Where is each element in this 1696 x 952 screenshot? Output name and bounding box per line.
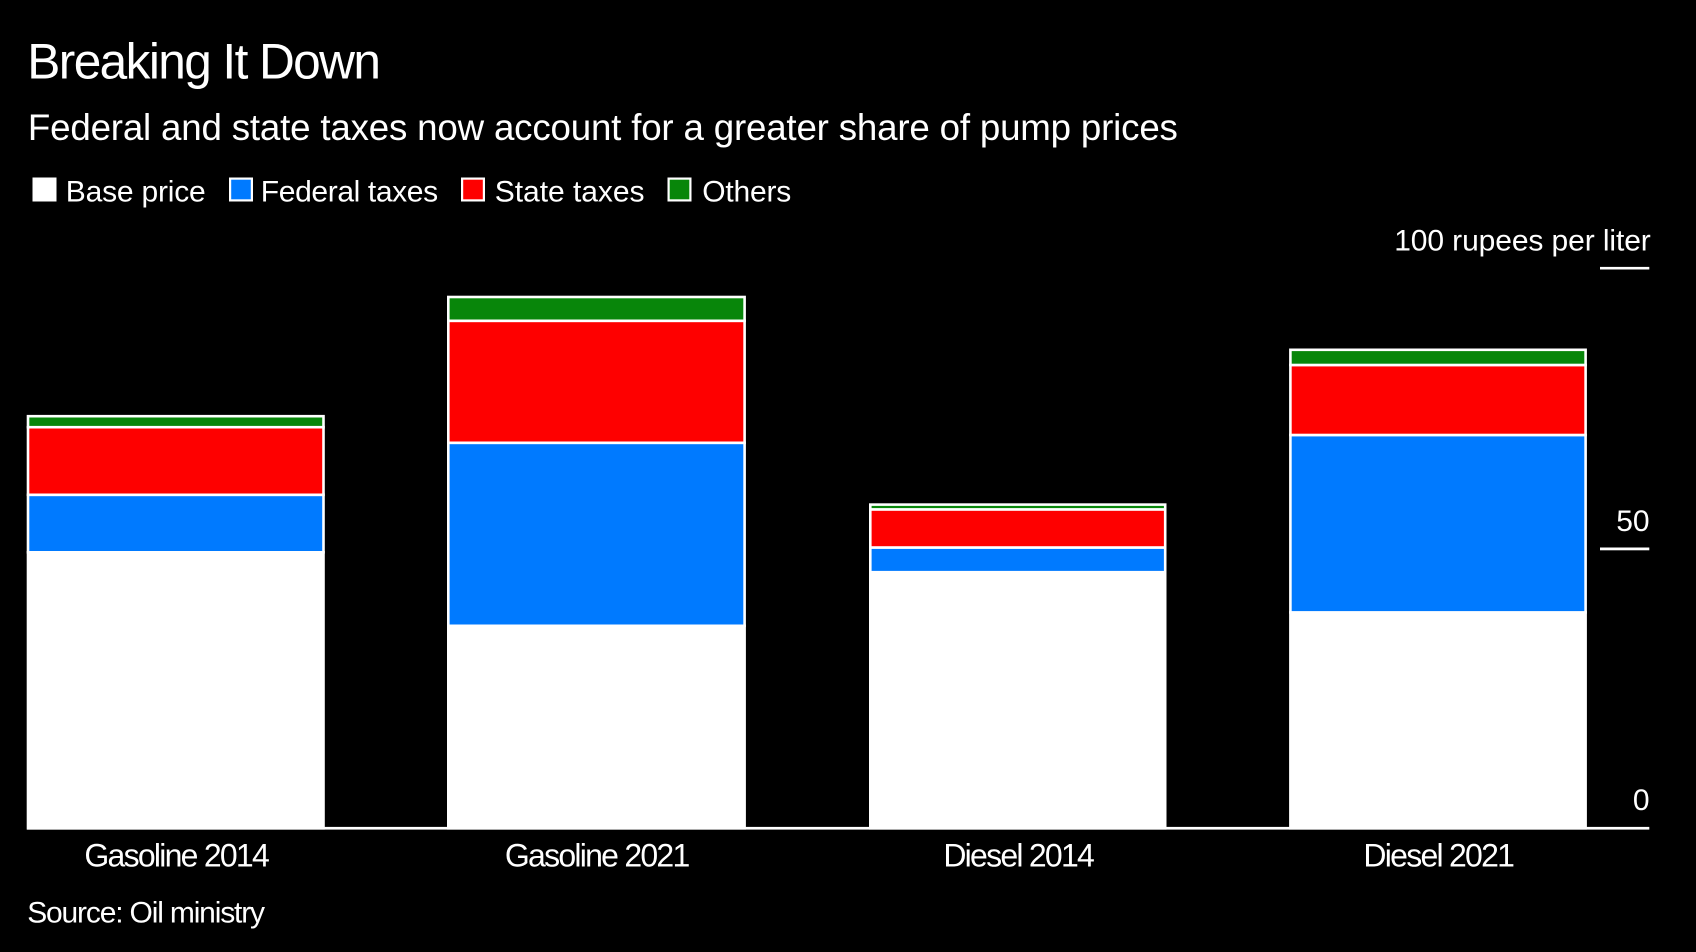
svg-text:100 rupees per liter: 100 rupees per liter xyxy=(1394,224,1651,257)
svg-text:Source: Oil ministry: Source: Oil ministry xyxy=(27,897,265,930)
svg-text:State taxes: State taxes xyxy=(495,176,645,209)
svg-text:0: 0 xyxy=(1633,784,1650,817)
svg-text:50: 50 xyxy=(1616,505,1649,538)
svg-text:Diesel 2014: Diesel 2014 xyxy=(943,838,1094,874)
svg-text:Gasoline 2021: Gasoline 2021 xyxy=(505,838,690,874)
svg-text:Federal taxes: Federal taxes xyxy=(261,176,438,209)
svg-text:Federal and state taxes now ac: Federal and state taxes now account for … xyxy=(28,107,1178,148)
svg-text:Gasoline 2014: Gasoline 2014 xyxy=(84,838,269,874)
svg-text:Others: Others xyxy=(702,176,791,209)
svg-text:Diesel 2021: Diesel 2021 xyxy=(1363,838,1514,874)
svg-text:Base price: Base price xyxy=(66,176,206,209)
svg-text:Breaking It Down: Breaking It Down xyxy=(27,34,379,90)
